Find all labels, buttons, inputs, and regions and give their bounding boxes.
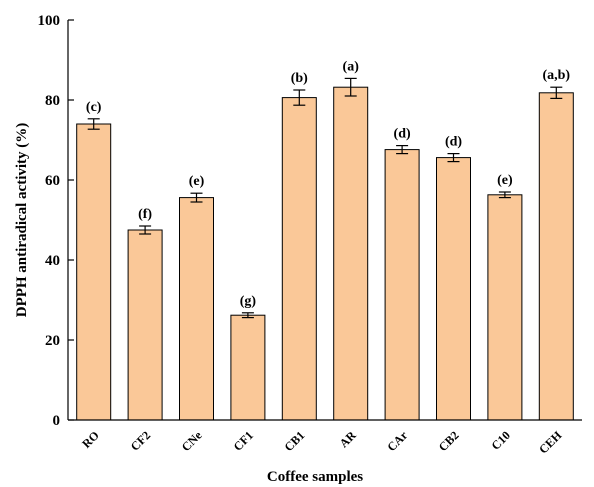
significance-label-cb2: (d) xyxy=(445,135,462,150)
significance-label-ar: (a) xyxy=(343,59,360,74)
y-tick-label: 100 xyxy=(38,13,61,29)
y-tick-label: 40 xyxy=(45,253,60,269)
significance-label-cb1: (b) xyxy=(291,71,308,86)
significance-label-ceh: (a,b) xyxy=(542,68,570,83)
error-bar-ceh xyxy=(550,86,563,100)
x-tick-label-cb1: CB1 xyxy=(281,428,307,454)
significance-label-c10: (e) xyxy=(497,173,513,188)
error-bar-cf2 xyxy=(139,225,152,235)
bar-cf2 xyxy=(127,229,163,421)
error-bar-cb2 xyxy=(447,153,460,163)
bar-c10 xyxy=(487,194,523,421)
bar-ceh xyxy=(538,92,574,421)
bar-cb2 xyxy=(436,157,471,421)
bars-layer xyxy=(76,86,574,421)
error-bars-layer xyxy=(87,77,563,319)
y-ticks-layer: 0 20 40 60 80 100 xyxy=(38,13,74,429)
y-tick-label: 60 xyxy=(45,173,60,189)
x-tick-label-ceh: CEH xyxy=(536,428,565,457)
error-bar-cf1 xyxy=(241,312,254,319)
bar-ro xyxy=(76,123,112,421)
significance-labels-layer: (c) (f) (e) (g) (b) (a) (d) (d) (e) (a,b) xyxy=(86,59,571,308)
error-bar-c10 xyxy=(498,191,511,199)
x-axis-title: Coffee samples xyxy=(267,469,363,485)
significance-label-car: (d) xyxy=(394,127,411,142)
error-bar-cne xyxy=(190,192,203,203)
y-tick-label: 80 xyxy=(45,93,60,109)
bar-car xyxy=(384,149,420,421)
bar-cb1 xyxy=(281,97,317,421)
significance-label-cf2: (f) xyxy=(138,207,152,222)
x-tick-label-cf2: CF2 xyxy=(128,428,153,453)
x-tick-label-cf1: CF1 xyxy=(231,428,256,453)
significance-label-cne: (e) xyxy=(189,174,205,189)
x-tick-label-cne: CNe xyxy=(179,428,205,454)
x-tick-label-ar: AR xyxy=(337,428,359,450)
x-tick-label-ro: RO xyxy=(79,428,102,451)
error-bar-ro xyxy=(87,118,100,130)
significance-label-ro: (c) xyxy=(86,100,102,115)
significance-label-cf1: (g) xyxy=(240,294,257,309)
bar-ar xyxy=(333,86,369,421)
y-tick-label: 20 xyxy=(45,333,60,349)
error-bar-cb1 xyxy=(293,89,306,106)
bar-cne xyxy=(179,197,214,421)
error-bar-car xyxy=(396,145,409,155)
x-tick-labels-layer: RO CF2 CNe CF1 CB1 AR CAr CB2 C10 CEH xyxy=(79,428,565,457)
y-axis-title: DPPH antiradical activity (%) xyxy=(14,123,30,318)
x-tick-label-cb2: CB2 xyxy=(436,428,462,454)
bar-cf1 xyxy=(230,314,266,421)
y-tick-label: 0 xyxy=(53,413,61,429)
x-tick-label-car: CAr xyxy=(384,428,410,454)
error-bar-ar xyxy=(344,77,357,97)
x-tick-label-c10: C10 xyxy=(489,428,514,453)
